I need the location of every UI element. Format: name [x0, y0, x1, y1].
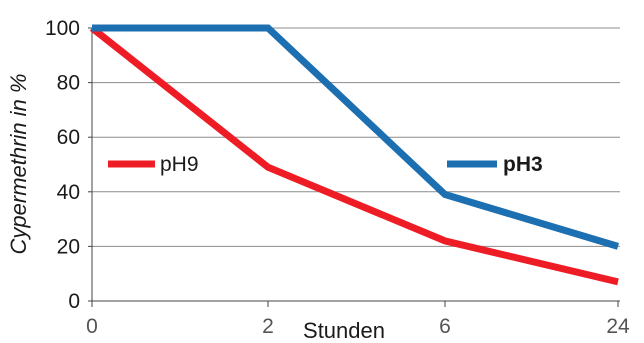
x-axis-title: Stunden [303, 318, 385, 343]
x-tick-label-6: 6 [439, 315, 451, 338]
legend-label-ph9: pH9 [160, 153, 199, 176]
legend-label-ph3: pH3 [503, 153, 543, 176]
y-tick-labels: 0 20 40 60 80 100 [45, 17, 80, 313]
series-lines [89, 24, 620, 286]
series-line-ph3 [92, 24, 620, 250]
axes [88, 27, 620, 307]
gridlines [92, 27, 620, 247]
x-tick-label-2: 2 [262, 315, 274, 338]
legend-item-ph9: pH9 [108, 153, 199, 176]
y-axis-title: Cypermethrin in % [6, 74, 31, 255]
x-tick-labels: 0 2 6 24 [86, 315, 630, 338]
x-tick-label-24: 24 [606, 315, 630, 338]
y-tick-label-0: 0 [68, 290, 80, 313]
x-tick-label-0: 0 [86, 315, 98, 338]
y-tick-label-40: 40 [57, 181, 80, 204]
y-tick-label-100: 100 [45, 17, 80, 40]
series-line-ph9 [89, 25, 619, 286]
y-tick-label-20: 20 [57, 235, 80, 258]
y-tick-label-80: 80 [57, 72, 80, 95]
legend-item-ph3: pH3 [447, 153, 543, 176]
y-tick-label-60: 60 [57, 126, 80, 149]
